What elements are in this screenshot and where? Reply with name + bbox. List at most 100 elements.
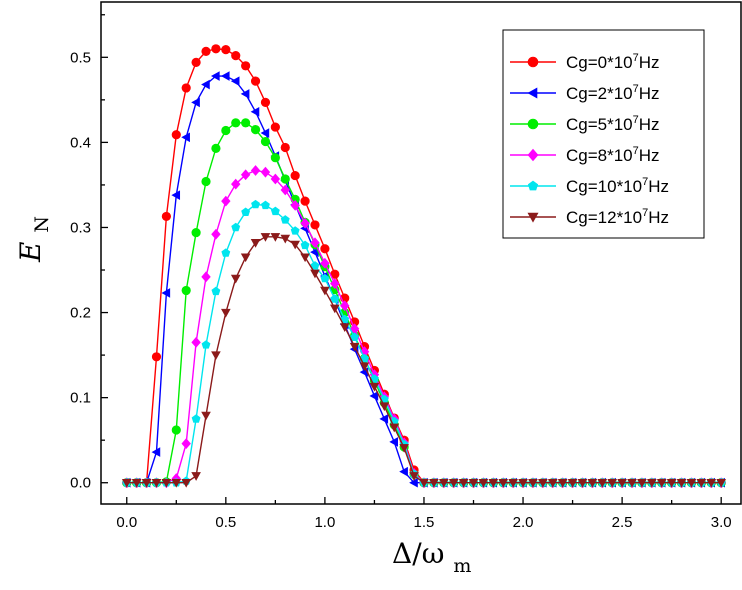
data-point [458,478,469,488]
x-tick-label: 2.0 [513,514,534,531]
data-point [339,323,350,332]
data-point [419,478,429,488]
data-point [191,472,201,481]
legend-label-exponent: 7 [633,52,639,64]
data-point [260,128,270,138]
x-axis-title-main: Δ/ω [392,537,445,570]
data-point [151,352,162,362]
data-point [310,261,320,270]
data-point [607,478,618,488]
x-tick-label: 0.5 [215,514,236,531]
data-point [211,351,221,361]
data-point [369,374,379,383]
data-point [369,382,380,392]
data-point [161,211,171,222]
data-point [240,89,250,99]
data-point [350,332,360,342]
data-point [221,125,231,136]
legend-item: Cg=5*107Hz [510,114,660,134]
data-point [290,170,300,181]
data-point [666,478,677,488]
data-point [686,478,697,488]
data-point [627,478,637,488]
data-point [438,478,449,488]
data-point [330,294,340,303]
data-point [250,165,261,176]
data-point [389,423,400,433]
data-point [121,478,132,488]
legend-marker [527,87,538,99]
data-point [637,478,647,488]
data-point [141,478,152,488]
data-point [270,173,281,185]
data-point [706,478,717,488]
data-point [250,76,261,86]
data-point [577,478,588,488]
data-point [161,478,172,488]
data-point [498,478,509,488]
data-point [468,478,479,488]
data-point [330,278,340,290]
data-point [241,207,251,216]
data-point [240,253,251,263]
data-point [488,478,499,488]
data-point [280,215,290,224]
data-point [597,478,608,488]
data-point [220,71,230,81]
data-point [310,220,320,230]
legend-label-name: Cg=5*10 [566,115,633,134]
data-point [181,478,192,488]
data-point [131,478,142,488]
y-tick-label: 0.0 [70,475,91,492]
data-point [538,478,548,488]
data-point [191,97,200,108]
data-point [270,153,280,163]
data-point [360,353,369,363]
data-point [191,57,201,68]
data-point [181,285,191,296]
data-point [171,190,181,200]
data-point [617,478,627,488]
data-point [201,411,211,421]
data-point [211,44,221,54]
data-point [429,478,439,488]
data-point [448,478,459,488]
legend-label-unit: Hz [648,208,669,227]
data-point [280,234,291,244]
x-axis-title-subscript: m [453,555,471,577]
data-point [201,46,211,56]
data-point [379,402,390,412]
x-axis-title: Δ/ω m [392,537,471,577]
legend-label: Cg=5*107Hz [566,114,660,134]
data-point [201,79,210,90]
data-point [240,169,251,181]
legend-label-unit: Hz [639,146,660,165]
plot-area [121,44,726,489]
legend-item: Cg=0*107Hz [510,52,660,72]
data-point [211,228,221,240]
data-point [191,414,201,423]
data-point [379,414,389,424]
x-tick-label: 1.5 [414,514,435,531]
legend-item: Cg=10*107Hz [510,176,669,196]
plot-frame [100,1,742,505]
data-point [290,240,300,250]
data-point [181,438,191,449]
data-point [250,106,260,117]
data-point [230,76,240,86]
legend-item: Cg=12*107Hz [510,207,669,227]
x-tick-label: 0.0 [116,514,137,531]
legend-label-exponent: 7 [633,83,639,95]
legend-label-unit: Hz [639,84,660,103]
data-point [221,308,231,318]
legend-label-exponent: 7 [642,176,648,188]
data-point [191,336,201,348]
data-point [280,174,290,184]
legend-item: Cg=2*107Hz [510,83,660,103]
data-point [171,478,182,488]
data-point [290,199,300,211]
data-point [359,362,370,372]
data-point [171,130,181,140]
x-tick-label: 3.0 [711,514,732,531]
data-point [251,199,260,209]
